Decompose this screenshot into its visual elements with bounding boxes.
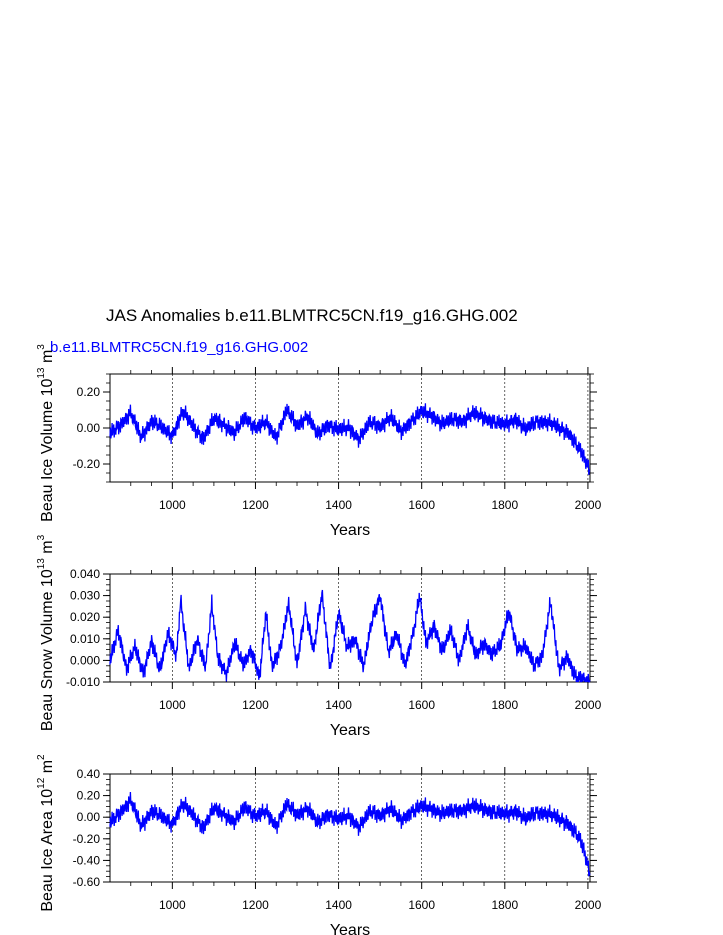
y-tick-label: -0.20: [73, 457, 101, 471]
x-tick-label: 2000: [575, 498, 602, 512]
x-tick-label: 1400: [325, 898, 352, 912]
y-axis-label: Beau Snow Volume 1013 m3: [36, 534, 56, 731]
series-line: [109, 403, 591, 475]
x-tick-label: 1600: [408, 698, 435, 712]
x-tick-label: 1800: [491, 898, 518, 912]
x-tick-label: 1400: [325, 498, 352, 512]
figure-title: JAS Anomalies b.e11.BLMTRC5CN.f19_g16.GH…: [106, 306, 518, 325]
series-line: [109, 589, 591, 684]
x-tick-label: 1600: [408, 898, 435, 912]
y-tick-label: 0.040: [70, 567, 100, 581]
x-tick-label: 1200: [242, 698, 269, 712]
y-tick-label: 0.000: [70, 653, 100, 667]
y-tick-label: 0.030: [70, 589, 100, 603]
x-axis-label: Years: [330, 722, 370, 739]
y-tick-label: -0.60: [73, 875, 101, 889]
panel-ice-volume: -0.20 0.00 0.20 1000 1200 1400 1600 1800 2000 Yea…: [36, 344, 602, 539]
panel-ice-area: -0.60 -0.40 -0.20 0.00 0.20 0.40 1000 1200 1400 1…: [36, 754, 602, 935]
y-tick-label: 0.20: [77, 789, 101, 803]
y-tick-label: -0.40: [73, 853, 101, 867]
plot-frame: [109, 773, 591, 883]
x-tick-label: 1200: [242, 898, 269, 912]
panel-snow-volume: -0.010 0.000 0.010 0.020 0.030 0.040 1000 1200 1…: [36, 534, 602, 739]
x-tick-label: 1400: [325, 698, 352, 712]
y-tick-label: 0.00: [77, 421, 101, 435]
plot-frame: [109, 573, 591, 683]
x-tick-label: 1200: [242, 498, 269, 512]
y-tick-label: 0.010: [70, 632, 100, 646]
y-axis-label: Beau Ice Volume 1013 m3: [36, 344, 56, 522]
y-tick-label: 0.020: [70, 610, 100, 624]
y-tick-label: 0.00: [77, 810, 101, 824]
x-tick-label: 1800: [491, 498, 518, 512]
series-label: b.e11.BLMTRC5CN.f19_g16.GHG.002: [50, 339, 308, 356]
x-tick-label: 1600: [408, 498, 435, 512]
y-axis-label: Beau Ice Area 1012 m2: [36, 754, 56, 912]
x-axis-label: Years: [330, 522, 370, 539]
x-tick-label: 1000: [159, 498, 186, 512]
x-tick-label: 1000: [159, 698, 186, 712]
y-tick-label: 0.20: [77, 385, 101, 399]
x-axis-label: Years: [330, 922, 370, 935]
y-tick-label: -0.20: [73, 832, 101, 846]
y-tick-label: 0.40: [77, 767, 101, 781]
x-tick-label: 2000: [575, 898, 602, 912]
x-tick-label: 1800: [491, 698, 518, 712]
series-line: [109, 791, 591, 877]
y-tick-label: -0.010: [66, 675, 100, 689]
x-tick-label: 1000: [159, 898, 186, 912]
x-tick-label: 2000: [575, 698, 602, 712]
